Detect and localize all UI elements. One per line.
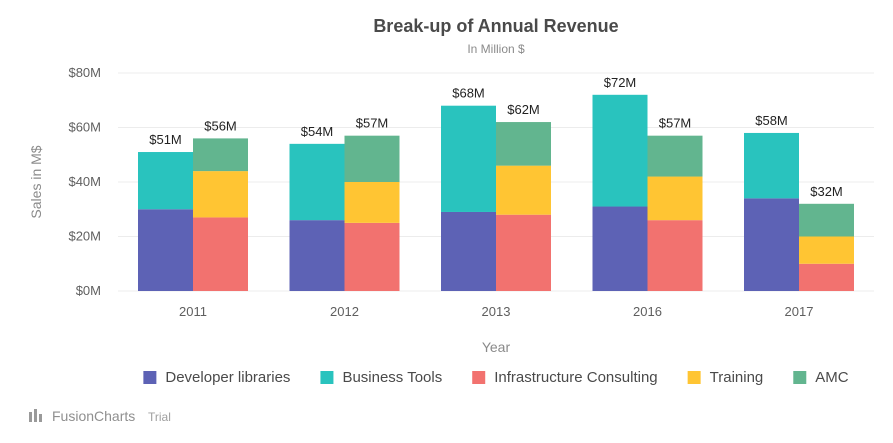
x-tick-label: 2012: [330, 304, 359, 319]
bar-infrastructure-consulting-2013[interactable]: [496, 214, 551, 291]
legend-label: Infrastructure Consulting: [494, 369, 657, 386]
stack-total-label: $68M: [452, 86, 485, 101]
y-tick-label: $20M: [68, 229, 101, 244]
data-labels: $51M $56M $54M $57M $68M $62M $72M $57M $58M $32M: [149, 75, 843, 199]
legend-swatch: [320, 371, 334, 384]
y-tick-label: $40M: [68, 174, 101, 189]
bar-developer-libraries-2017[interactable]: [744, 198, 799, 291]
legend-label: Business Tools: [342, 369, 442, 386]
y-axis-ticks: $0M $20M $40M $60M $80M: [68, 65, 101, 298]
bar-amc-2011[interactable]: [193, 138, 248, 172]
stack-total-label: $54M: [301, 124, 334, 139]
chart-subtitle: In Million $: [467, 42, 525, 56]
bar-infrastructure-consulting-2017[interactable]: [799, 263, 854, 291]
y-tick-label: $0M: [76, 283, 101, 298]
legend-item-training[interactable]: Training: [687, 369, 764, 386]
legend: Developer libraries Business Tools Infrast…: [143, 369, 849, 386]
legend-swatch: [687, 371, 701, 384]
stack-total-label: $32M: [810, 184, 843, 199]
watermark: FusionCharts Trial: [29, 408, 171, 424]
bar-amc-2013[interactable]: [496, 122, 551, 166]
x-axis-title: Year: [482, 339, 511, 355]
x-axis-ticks: 2011 2012 2013 2016 2017: [179, 304, 813, 319]
bar-training-2016[interactable]: [647, 176, 703, 221]
chart-title: Break-up of Annual Revenue: [373, 16, 618, 36]
bar-business-tools-2016[interactable]: [592, 94, 648, 207]
bar-developer-libraries-2016[interactable]: [592, 206, 648, 291]
x-tick-label: 2013: [482, 304, 511, 319]
legend-label: Developer libraries: [165, 369, 290, 386]
bar-amc-2017[interactable]: [799, 203, 854, 237]
bar-developer-libraries-2012[interactable]: [289, 220, 345, 291]
legend-item-amc[interactable]: AMC: [793, 369, 849, 386]
legend-item-developer-libraries[interactable]: Developer libraries: [143, 369, 290, 386]
bar-developer-libraries-2011[interactable]: [138, 209, 193, 291]
legend-swatch: [793, 371, 807, 384]
bar-infrastructure-consulting-2011[interactable]: [193, 217, 248, 291]
bars: [138, 94, 854, 291]
x-tick-label: 2016: [633, 304, 662, 319]
bar-training-2011[interactable]: [193, 171, 248, 218]
legend-swatch: [143, 371, 157, 384]
stack-total-label: $62M: [507, 102, 540, 117]
x-tick-label: 2011: [179, 304, 207, 319]
stack-total-label: $51M: [149, 132, 182, 147]
x-tick-label: 2017: [785, 304, 814, 319]
bar-business-tools-2012[interactable]: [289, 143, 345, 221]
bar-business-tools-2017[interactable]: [744, 132, 799, 199]
legend-label: AMC: [815, 369, 849, 386]
y-tick-label: $60M: [68, 120, 101, 135]
bar-training-2013[interactable]: [496, 165, 551, 215]
bar-developer-libraries-2013[interactable]: [441, 211, 496, 291]
legend-swatch: [472, 371, 486, 384]
legend-label: Training: [710, 369, 764, 386]
bar-business-tools-2011[interactable]: [138, 152, 193, 210]
bar-infrastructure-consulting-2012[interactable]: [344, 222, 400, 291]
stack-total-label: $72M: [604, 75, 637, 90]
bar-infrastructure-consulting-2016[interactable]: [647, 220, 703, 291]
y-axis-title: Sales in M$: [28, 145, 44, 218]
bar-training-2017[interactable]: [799, 236, 854, 264]
stack-total-label: $57M: [659, 116, 692, 131]
bar-amc-2012[interactable]: [344, 135, 400, 182]
fusioncharts-logo-icon: [29, 409, 42, 422]
y-tick-label: $80M: [68, 65, 101, 80]
bar-training-2012[interactable]: [344, 182, 400, 223]
stack-total-label: $57M: [356, 116, 389, 131]
bar-amc-2016[interactable]: [647, 135, 703, 177]
watermark-suffix: Trial: [148, 410, 171, 424]
stack-total-label: $58M: [755, 113, 788, 128]
watermark-brand: FusionCharts: [52, 408, 135, 424]
legend-item-infrastructure-consulting[interactable]: Infrastructure Consulting: [472, 369, 658, 386]
legend-item-business-tools[interactable]: Business Tools: [320, 369, 442, 386]
stack-total-label: $56M: [204, 118, 237, 133]
bar-business-tools-2013[interactable]: [441, 105, 496, 212]
